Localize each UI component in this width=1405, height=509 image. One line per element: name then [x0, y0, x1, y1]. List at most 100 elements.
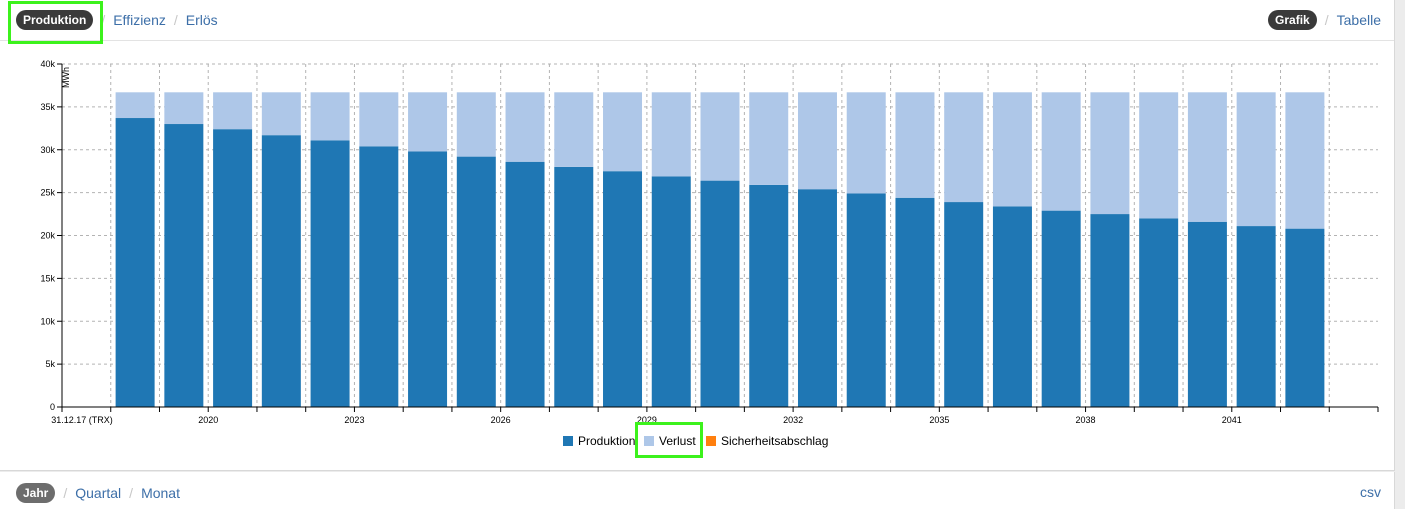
chart-legend: Produktion Verlust Sicherheitsabschlag [563, 434, 828, 448]
y-tick-label: 25k [40, 188, 55, 198]
nav-separator: / [101, 12, 106, 28]
y-tick-label: 10k [40, 316, 55, 326]
bar-produktion-2035 [944, 202, 984, 407]
x-tick-label: 31.12.17 (TRX) [51, 415, 113, 425]
y-tick-label: 15k [40, 273, 55, 283]
x-tick-label: 2023 [344, 415, 364, 425]
highlight-box-verlust [635, 422, 703, 458]
bar-produktion-2037 [1041, 210, 1081, 407]
y-tick-label: 30k [40, 145, 55, 155]
y-axis-label: MWh [61, 67, 71, 88]
bar-produktion-2018 [115, 118, 155, 408]
bar-produktion-2023 [359, 146, 399, 407]
nav-separator: / [1324, 12, 1329, 28]
bar-verlust-2035 [944, 92, 984, 203]
y-tick-label: 40k [40, 59, 55, 69]
metric-nav: Produktion / Effizienz / Erlös [16, 10, 218, 30]
bar-produktion-2042 [1285, 228, 1325, 407]
nav-separator: / [63, 485, 68, 501]
bar-produktion-2030 [700, 180, 740, 407]
tab-produktion[interactable]: Produktion [16, 10, 94, 30]
legend-swatch-sicherheitsabschlag [706, 436, 716, 446]
chart-panel: Produktion / Effizienz / Erlös Grafik / … [0, 0, 1395, 471]
x-tick-label: 2026 [491, 415, 511, 425]
period-nav: Jahr / Quartal / Monat [16, 483, 180, 503]
y-tick-label: 35k [40, 102, 55, 112]
bar-produktion-2038 [1090, 214, 1130, 407]
bar-verlust-2042 [1285, 92, 1325, 229]
bar-verlust-2020 [213, 92, 253, 130]
bar-produktion-2032 [797, 189, 837, 407]
bar-verlust-2030 [700, 92, 740, 181]
legend-swatch-produktion [563, 436, 573, 446]
bar-produktion-2041 [1236, 226, 1276, 407]
bar-verlust-2025 [456, 92, 496, 157]
bar-produktion-2021 [261, 135, 301, 408]
bar-verlust-2036 [992, 92, 1032, 207]
tab-erloes[interactable]: Erlös [185, 12, 218, 28]
bar-verlust-2027 [554, 92, 594, 167]
bottom-toolbar: Jahr / Quartal / Monat csv [0, 472, 1395, 509]
bar-verlust-2029 [651, 92, 691, 177]
bar-produktion-2020 [213, 129, 253, 408]
bar-verlust-2039 [1139, 92, 1179, 219]
bar-produktion-2024 [408, 151, 448, 407]
bar-verlust-2038 [1090, 92, 1130, 215]
x-tick-label: 2020 [198, 415, 218, 425]
legend-label-produktion: Produktion [578, 434, 635, 448]
legend-swatch-verlust [644, 436, 654, 446]
stacked-bar-chart: 0 5k 10k 15k 20k 25k 30k 35k 40k 31.12.17 (TRX) 20… [40, 59, 1379, 448]
bar-produktion-2036 [992, 206, 1032, 407]
bar-verlust-2021 [261, 92, 301, 136]
bar-verlust-2041 [1236, 92, 1276, 227]
nav-separator: / [173, 12, 178, 28]
legend-label-verlust: Verlust [659, 434, 696, 448]
bar-verlust-2037 [1041, 92, 1081, 211]
bar-produktion-2039 [1139, 218, 1179, 407]
bar-verlust-2022 [310, 92, 350, 141]
tab-effizienz[interactable]: Effizienz [113, 12, 166, 28]
csv-export-link[interactable]: csv [1360, 484, 1381, 500]
bar-verlust-2023 [359, 92, 399, 147]
bar-produktion-2031 [749, 184, 789, 407]
bar-produktion-2028 [603, 171, 643, 407]
bar-produktion-2027 [554, 166, 594, 407]
bar-produktion-2040 [1187, 221, 1227, 407]
y-tick-label: 0 [50, 402, 55, 412]
bar-verlust-2024 [408, 92, 448, 152]
bar-verlust-2033 [846, 92, 886, 194]
x-tick-label: 2032 [783, 415, 803, 425]
bar-produktion-2019 [164, 124, 204, 408]
bar-verlust-2018 [115, 92, 155, 119]
nav-separator: / [129, 485, 134, 501]
tab-jahr[interactable]: Jahr [16, 483, 56, 503]
bar-verlust-2019 [164, 92, 204, 125]
bar-produktion-2025 [456, 156, 496, 407]
bar-verlust-2031 [749, 92, 789, 185]
export-nav: csv [1360, 484, 1381, 500]
x-tick-label: 2038 [1076, 415, 1096, 425]
tab-tabelle[interactable]: Tabelle [1336, 12, 1381, 28]
view-nav: Grafik / Tabelle [1268, 10, 1381, 30]
chart-bars [115, 92, 1325, 408]
bar-verlust-2028 [603, 92, 643, 172]
y-tick-label: 5k [45, 359, 55, 369]
bar-verlust-2034 [895, 92, 935, 198]
tab-quartal[interactable]: Quartal [75, 485, 122, 501]
legend-label-sicherheitsabschlag: Sicherheitsabschlag [721, 434, 828, 448]
highlight-box-produktion [8, 1, 103, 44]
bar-verlust-2040 [1187, 92, 1227, 222]
bar-produktion-2022 [310, 140, 350, 407]
bar-verlust-2032 [797, 92, 837, 190]
x-tick-label: 2041 [1222, 415, 1242, 425]
bar-verlust-2026 [505, 92, 545, 162]
bar-produktion-2034 [895, 197, 935, 407]
bar-produktion-2026 [505, 161, 545, 407]
bar-produktion-2033 [846, 193, 886, 407]
tab-grafik[interactable]: Grafik [1268, 10, 1317, 30]
chart-axes: 0 5k 10k 15k 20k 25k 30k 35k 40k 31.12.17 (TRX) 20… [40, 59, 1379, 425]
tab-monat[interactable]: Monat [141, 485, 180, 501]
y-tick-label: 20k [40, 231, 55, 241]
top-toolbar: Produktion / Effizienz / Erlös Grafik / … [0, 0, 1394, 41]
bar-produktion-2029 [651, 176, 691, 407]
